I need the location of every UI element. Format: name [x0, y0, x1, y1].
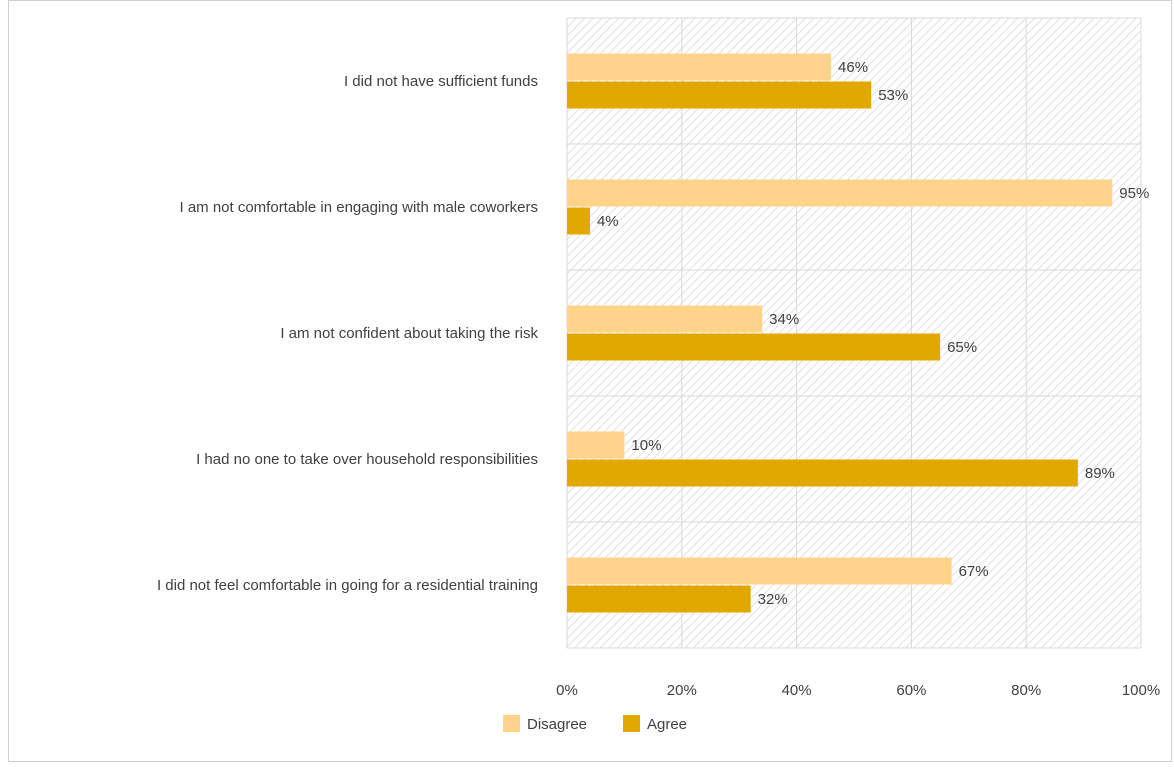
- category-label: I did not feel comfortable in going for …: [157, 577, 538, 594]
- bar-disagree-2: [567, 179, 1113, 207]
- data-label: 10%: [631, 437, 661, 454]
- bar-agree-1: [567, 81, 872, 109]
- category-label: I am not confident about taking the risk: [280, 325, 538, 342]
- x-tick-label: 100%: [1122, 682, 1160, 699]
- x-tick-labels: 0% 20% 40% 60% 80% 100%: [556, 682, 1160, 699]
- category-label: I had no one to take over household resp…: [196, 451, 538, 468]
- bar-disagree-4: [567, 431, 625, 459]
- bar-disagree-3: [567, 305, 763, 333]
- category-label: I am not comfortable in engaging with ma…: [179, 199, 538, 216]
- bar-agree-3: [567, 333, 941, 361]
- x-tick-label: 20%: [667, 682, 697, 699]
- legend-swatch-agree: [623, 715, 640, 732]
- bars: [567, 53, 1113, 613]
- data-label: 67%: [959, 563, 989, 580]
- data-label: 89%: [1085, 465, 1115, 482]
- x-tick-label: 40%: [782, 682, 812, 699]
- data-label: 4%: [597, 213, 619, 230]
- legend-swatch-disagree: [503, 715, 520, 732]
- legend-label-agree: Agree: [647, 716, 687, 733]
- bar-disagree-5: [567, 557, 952, 585]
- category-label: I did not have sufficient funds: [344, 73, 538, 90]
- x-tick-label: 0%: [556, 682, 578, 699]
- data-label: 53%: [878, 87, 908, 104]
- data-labels: 46% 53% 95% 4% 34% 65% 10% 89% 67% 32%: [597, 59, 1149, 608]
- bar-disagree-1: [567, 53, 832, 81]
- category-labels: I did not have sufficient funds I am not …: [157, 73, 539, 594]
- x-tick-label: 80%: [1011, 682, 1041, 699]
- bar-agree-5: [567, 585, 751, 613]
- data-label: 32%: [758, 591, 788, 608]
- plot-area: [567, 18, 1141, 648]
- bar-agree-2: [567, 207, 590, 235]
- bar-agree-4: [567, 459, 1078, 487]
- data-label: 95%: [1119, 185, 1149, 202]
- x-tick-label: 60%: [896, 682, 926, 699]
- legend: Disagree Agree: [503, 715, 687, 733]
- gridlines: [566, 17, 1142, 649]
- legend-label-disagree: Disagree: [527, 716, 587, 733]
- data-label: 34%: [769, 311, 799, 328]
- data-label: 46%: [838, 59, 868, 76]
- data-label: 65%: [947, 339, 977, 356]
